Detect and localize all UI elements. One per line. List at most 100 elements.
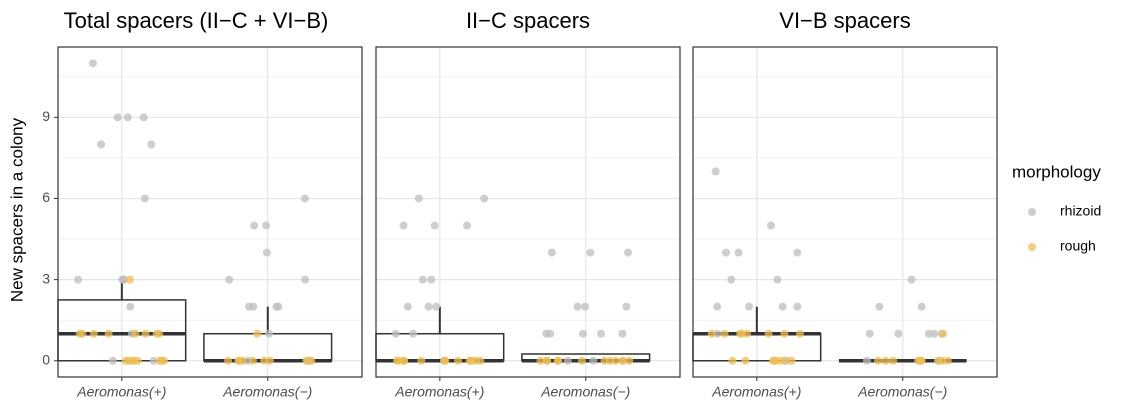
x-tick-label: Aeromonas(−) xyxy=(222,384,312,400)
point xyxy=(780,356,789,365)
point xyxy=(399,221,408,230)
legend-title: morphology xyxy=(1012,162,1101,181)
legend-swatch xyxy=(1028,208,1036,216)
point xyxy=(409,329,418,338)
point xyxy=(417,356,426,365)
point xyxy=(707,329,716,338)
x-tick-label: Aeromonas(−) xyxy=(857,384,947,400)
point xyxy=(889,356,898,365)
point xyxy=(400,356,409,365)
point xyxy=(391,329,400,338)
point xyxy=(418,275,427,284)
point xyxy=(742,329,751,338)
x-tick-label: Aeromonas(+) xyxy=(394,384,484,400)
point xyxy=(547,248,556,257)
point xyxy=(914,356,923,365)
point xyxy=(793,248,802,257)
point xyxy=(611,356,620,365)
panel-border xyxy=(375,46,681,378)
point xyxy=(618,329,627,338)
point xyxy=(272,302,281,311)
point xyxy=(155,329,164,338)
point xyxy=(249,302,258,311)
point xyxy=(392,356,401,365)
point xyxy=(589,356,598,365)
x-tick-label: Aeromonas(−) xyxy=(540,384,630,400)
point xyxy=(727,275,736,284)
y-axis-title: New spacers in a colony xyxy=(7,117,26,302)
point xyxy=(917,302,926,311)
point xyxy=(728,356,737,365)
point xyxy=(875,302,884,311)
y-tick-label: 0 xyxy=(42,351,50,367)
point xyxy=(113,113,122,122)
point xyxy=(300,194,309,203)
point xyxy=(554,356,563,365)
point xyxy=(262,221,271,230)
point xyxy=(938,356,947,365)
point xyxy=(480,194,489,203)
point xyxy=(253,329,262,338)
point xyxy=(741,356,750,365)
point xyxy=(108,356,117,365)
point xyxy=(713,302,722,311)
point xyxy=(225,275,234,284)
panel-border xyxy=(692,46,998,378)
point xyxy=(260,356,269,365)
point xyxy=(573,302,582,311)
point xyxy=(894,329,903,338)
point xyxy=(907,275,916,284)
point xyxy=(265,356,274,365)
point xyxy=(414,194,423,203)
point xyxy=(97,140,106,149)
point xyxy=(865,329,874,338)
point xyxy=(128,356,137,365)
panel-background xyxy=(693,47,997,377)
point xyxy=(432,302,441,311)
panel-title: VI−B spacers xyxy=(779,8,910,33)
point xyxy=(78,329,87,338)
point xyxy=(262,248,271,257)
point xyxy=(597,329,606,338)
point xyxy=(141,329,150,338)
point xyxy=(734,248,743,257)
point xyxy=(795,329,804,338)
y-tick-label: 3 xyxy=(42,270,50,286)
point xyxy=(224,356,233,365)
point xyxy=(140,194,149,203)
point xyxy=(874,356,883,365)
point xyxy=(119,275,128,284)
x-tick-label: Aeromonas(+) xyxy=(711,384,801,400)
point xyxy=(623,248,632,257)
legend-label: rough xyxy=(1060,238,1096,254)
panel-title: II−C spacers xyxy=(466,8,590,33)
point xyxy=(736,329,745,338)
point xyxy=(563,356,572,365)
x-tick-label: Aeromonas(+) xyxy=(76,384,166,400)
point xyxy=(577,356,586,365)
y-tick-label: 9 xyxy=(42,108,50,124)
point xyxy=(862,356,871,365)
point xyxy=(125,275,134,284)
point xyxy=(403,302,412,311)
point xyxy=(454,356,463,365)
point xyxy=(618,356,627,365)
panel-background xyxy=(376,47,680,377)
panel-title: Total spacers (II−C + VI−B) xyxy=(64,8,329,33)
point xyxy=(250,221,259,230)
point xyxy=(881,356,890,365)
point xyxy=(147,140,156,149)
point xyxy=(578,329,587,338)
point xyxy=(476,356,485,365)
point xyxy=(546,329,555,338)
point xyxy=(104,329,113,338)
point xyxy=(139,113,148,122)
point xyxy=(543,356,552,365)
point xyxy=(467,356,476,365)
point xyxy=(764,329,773,338)
point xyxy=(430,221,439,230)
point xyxy=(778,302,787,311)
point xyxy=(586,248,595,257)
point xyxy=(711,167,720,176)
